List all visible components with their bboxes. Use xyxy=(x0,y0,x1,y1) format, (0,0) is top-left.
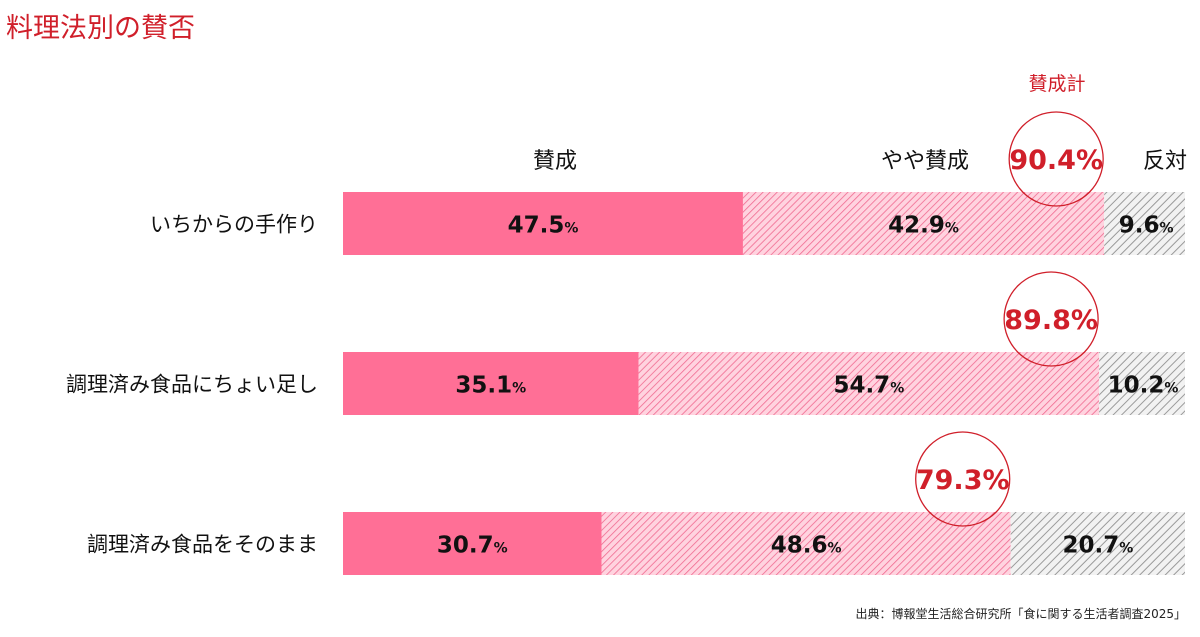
total-circle xyxy=(1003,271,1099,367)
legend-2: 反対 xyxy=(1143,149,1187,174)
legend-0: 賛成 xyxy=(533,149,577,174)
category-label: 調理済み食品にちょい足し xyxy=(66,373,318,397)
category-label: 調理済み食品をそのまま xyxy=(87,533,318,557)
bar-segment xyxy=(1104,192,1185,255)
category-label: いちからの手作り xyxy=(150,213,318,237)
total-circle xyxy=(915,431,1011,527)
bar-segment xyxy=(742,192,1105,255)
bar-segment xyxy=(343,192,743,255)
total-label: 79.3% xyxy=(916,465,1010,496)
total-label: 90.4% xyxy=(1009,145,1103,176)
total-label: 89.8% xyxy=(1004,305,1098,336)
bar-segment xyxy=(1099,352,1185,415)
bar-segment xyxy=(638,352,1100,415)
total-circle xyxy=(1008,111,1104,207)
legend-1: やや賛成 xyxy=(881,149,969,174)
bar-segment xyxy=(343,512,602,575)
source-note: 出典：博報堂生活総合研究所「食に関する生活者調査2025」 xyxy=(855,607,1186,621)
totals-label: 賛成計 xyxy=(1028,73,1085,95)
bar-segment xyxy=(1010,512,1185,575)
bar-segment xyxy=(343,352,639,415)
chart-title: 料理法別の賛否 xyxy=(6,13,195,44)
bar-segment xyxy=(601,512,1011,575)
